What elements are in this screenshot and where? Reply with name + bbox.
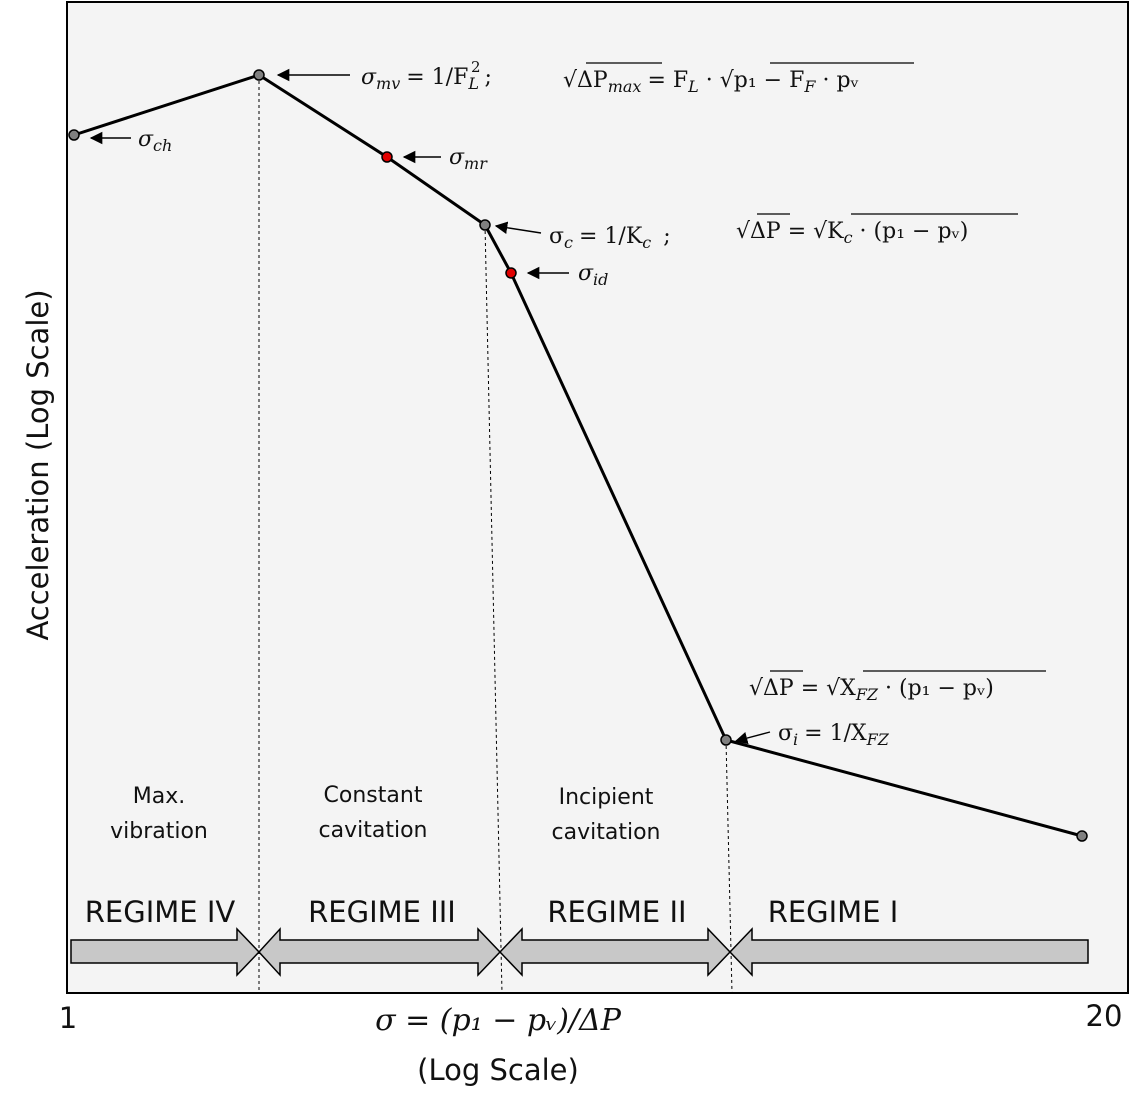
region-incipient-line2: cavitation (552, 820, 661, 845)
plot-area (66, 1, 1129, 994)
label-sigma-mr: σmr (449, 145, 488, 173)
region-max-vibration-line2: vibration (110, 819, 208, 844)
curve-nodes (68, 69, 1088, 842)
node-sigma-id (505, 267, 517, 279)
region-labels: Max. vibration Constant cavitation Incip… (110, 783, 660, 845)
region-constant-line1: Constant (324, 783, 423, 808)
regime-labels: REGIME IV REGIME III REGIME II REGIME I (85, 895, 899, 929)
svg-text:√ΔPmax= FL · √p₁ − FF · pᵥ: √ΔPmax = FL · √p₁ − FF · pᵥ (563, 68, 859, 96)
formula-mv: √ΔPmax = FL · √p₁ − FF · pᵥ (563, 62, 914, 96)
label-sigma-c: σc = 1/Kc; (549, 224, 671, 252)
node-sigma-i (720, 734, 732, 746)
x-axis-label-formula: σ = (p₁ − pᵥ)/ΔP (375, 1003, 622, 1038)
region-constant-line2: cavitation (319, 818, 428, 843)
x-axis-label-scale: (Log Scale) (417, 1053, 579, 1087)
node-sigma-c (479, 219, 491, 231)
arrow-c (494, 221, 542, 234)
regime-arrows (70, 927, 1089, 977)
svg-text:√ΔP = √XFZ · (p₁ − pᵥ): √ΔP = √XFZ · (p₁ − pᵥ) (749, 676, 994, 704)
label-sigma-mv: σmv = 1/FL2; (361, 58, 492, 93)
node-end (1076, 830, 1088, 842)
regime-iv-label: REGIME IV (85, 895, 236, 929)
regime-iv-arrow (70, 927, 261, 977)
divider-iii-ii (484, 224, 503, 994)
formula-c: √ΔP = √Kc · (p₁ − pᵥ) (736, 213, 1018, 247)
x-axis-min-label: 1 (59, 1001, 77, 1035)
x-axis-max-label: 20 (1086, 999, 1123, 1033)
y-axis-label: Acceleration (Log Scale) (21, 289, 55, 640)
label-sigma-ch: σch (138, 127, 172, 155)
regime-ii-label: REGIME II (547, 895, 686, 929)
pointer-arrows (89, 68, 771, 745)
region-incipient-line1: Incipient (559, 785, 654, 810)
regime-iii-label: REGIME III (308, 895, 456, 929)
arrow-i (734, 731, 771, 745)
region-max-vibration-line1: Max. (133, 784, 185, 809)
regime-i-label: REGIME I (768, 895, 899, 929)
label-sigma-id: σid (578, 261, 608, 289)
node-sigma-ch (68, 129, 80, 141)
label-sigma-i: σi = 1/XFZ (778, 721, 890, 749)
formula-i: √ΔP = √XFZ · (p₁ − pᵥ) (749, 670, 1046, 704)
node-sigma-mr (381, 151, 393, 163)
svg-text:√ΔP = √Kc · (p₁ − pᵥ): √ΔP = √Kc · (p₁ − pᵥ) (736, 219, 968, 247)
regime-i-arrow (728, 927, 1089, 977)
node-sigma-mv (253, 69, 265, 81)
